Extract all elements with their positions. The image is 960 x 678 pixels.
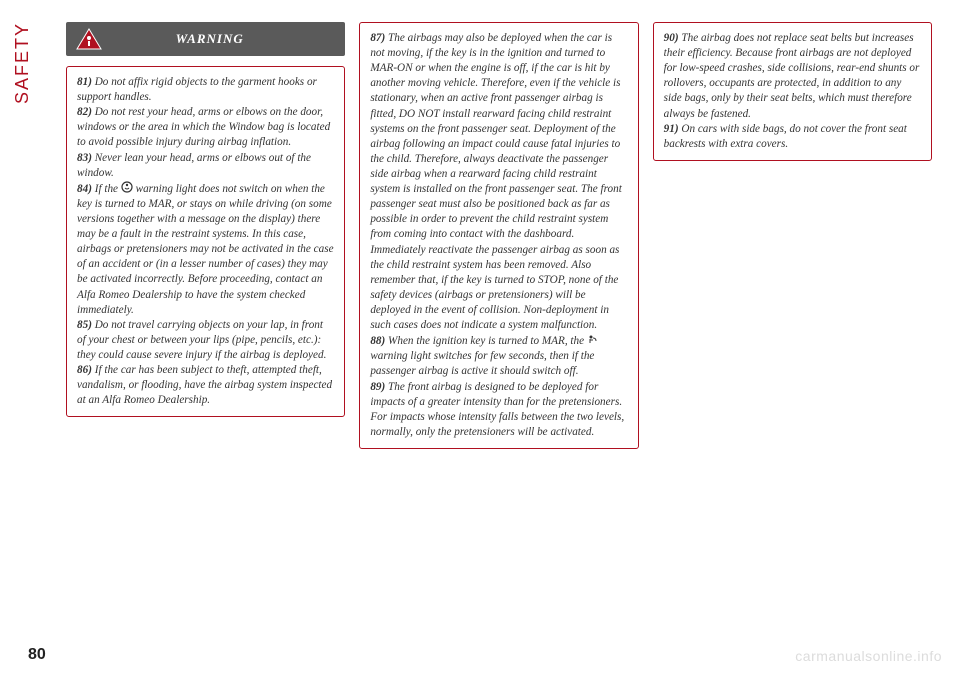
- item-number: 83): [77, 152, 92, 164]
- item-text: The front airbag is designed to be deplo…: [370, 381, 624, 438]
- warning-title: WARNING: [110, 31, 335, 47]
- item-text: The airbag does not replace seat belts b…: [664, 32, 920, 120]
- warning-item: 83) Never lean your head, arms or elbows…: [77, 151, 334, 181]
- item-number: 90): [664, 32, 679, 44]
- warning-item: 90) The airbag does not replace seat bel…: [664, 31, 921, 122]
- warning-item: 87) The airbags may also be deployed whe…: [370, 31, 627, 333]
- warning-item: 91) On cars with side bags, do not cover…: [664, 122, 921, 152]
- warning-item: 88) When the ignition key is turned to M…: [370, 333, 627, 379]
- page: SAFETY WARNING 81) Do not affix rigid ob…: [0, 0, 960, 678]
- item-number: 88): [370, 335, 385, 347]
- column-1: WARNING 81) Do not affix rigid objects t…: [66, 22, 345, 618]
- warning-box-2: 87) The airbags may also be deployed whe…: [359, 22, 638, 449]
- passenger-airbag-icon: [587, 333, 599, 345]
- item-text-post: warning light does not switch on when th…: [77, 183, 334, 316]
- item-text: Do not affix rigid objects to the garmen…: [77, 76, 317, 103]
- item-text: Never lean your head, arms or elbows out…: [77, 152, 311, 179]
- item-number: 85): [77, 319, 92, 331]
- item-text: If the car has been subject to theft, at…: [77, 364, 332, 406]
- item-number: 91): [664, 123, 679, 135]
- warning-item: 82) Do not rest your head, arms or elbow…: [77, 105, 334, 150]
- page-number: 80: [28, 646, 46, 664]
- section-side-label: SAFETY: [12, 22, 33, 104]
- item-text-pre: If the: [92, 183, 121, 195]
- warning-item: 84) If the warning light does not switch…: [77, 181, 334, 318]
- item-number: 89): [370, 381, 385, 393]
- item-text-pre: When the ignition key is turned to MAR, …: [385, 335, 587, 347]
- warning-item: 86) If the car has been subject to theft…: [77, 363, 334, 408]
- item-number: 86): [77, 364, 92, 376]
- warning-header: WARNING: [66, 22, 345, 56]
- column-3: 90) The airbag does not replace seat bel…: [653, 22, 932, 618]
- watermark: carmanualsonline.info: [795, 648, 942, 664]
- warning-box-1: 81) Do not affix rigid objects to the ga…: [66, 66, 345, 417]
- warning-item: 81) Do not affix rigid objects to the ga…: [77, 75, 334, 105]
- item-number: 82): [77, 106, 92, 118]
- warning-item: 85) Do not travel carrying objects on yo…: [77, 318, 334, 363]
- item-number: 87): [370, 32, 385, 44]
- item-text: The airbags may also be deployed when th…: [370, 32, 622, 331]
- item-text: On cars with side bags, do not cover the…: [664, 123, 907, 150]
- content-columns: WARNING 81) Do not affix rigid objects t…: [66, 22, 932, 618]
- column-2: 87) The airbags may also be deployed whe…: [359, 22, 638, 618]
- item-number: 84): [77, 183, 92, 195]
- item-number: 81): [77, 76, 92, 88]
- warning-box-3: 90) The airbag does not replace seat bel…: [653, 22, 932, 161]
- airbag-warning-icon: [121, 181, 133, 193]
- warning-triangle-icon: [76, 28, 102, 50]
- item-text-post: warning light switches for few seconds, …: [370, 350, 594, 377]
- item-text: Do not travel carrying objects on your l…: [77, 319, 326, 361]
- item-text: Do not rest your head, arms or elbows on…: [77, 106, 330, 148]
- warning-item: 89) The front airbag is designed to be d…: [370, 380, 627, 440]
